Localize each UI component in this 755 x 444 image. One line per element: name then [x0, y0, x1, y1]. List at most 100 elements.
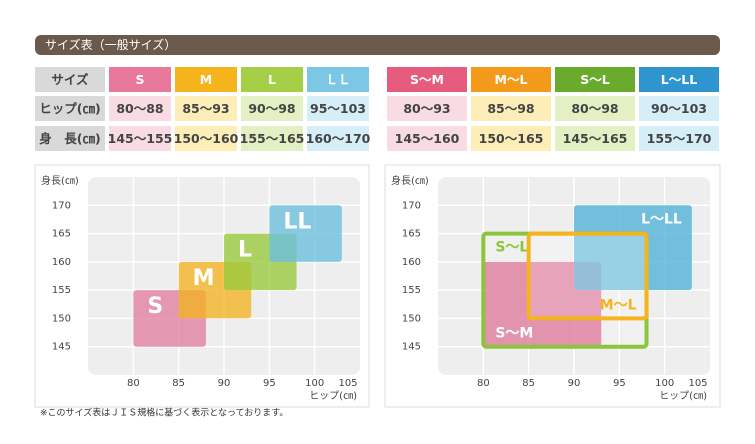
table-cell [387, 96, 467, 121]
range-label: M [193, 266, 215, 291]
range-label: LL [283, 209, 311, 234]
cell-text: 80～88 [116, 101, 163, 116]
table-cell [387, 67, 467, 92]
cell-text: M [200, 72, 212, 87]
x-tick-label: 105 [688, 378, 707, 389]
table-cell [241, 126, 303, 151]
cell-text: 90～103 [651, 101, 707, 116]
y-tick-label: 155 [402, 285, 421, 296]
y-tick-label: 170 [402, 200, 421, 211]
table-cell [639, 96, 719, 121]
table-cell [387, 126, 467, 151]
x-tick-label: 85 [172, 378, 185, 389]
size-range [526, 231, 649, 321]
x-tick-label: 105 [338, 378, 357, 389]
size-range [269, 205, 342, 262]
header-bar [35, 35, 720, 55]
chart-frame [34, 164, 370, 408]
y-tick-label: 145 [52, 342, 71, 353]
y-tick-label: 160 [402, 257, 421, 268]
y-tick-label: 155 [52, 285, 71, 296]
cell-text: 85～93 [182, 101, 229, 116]
table-cell [307, 126, 369, 151]
x-tick-label: 90 [568, 378, 581, 389]
cell-text: S～M [410, 72, 444, 87]
table-cell [555, 96, 635, 121]
table-cell [109, 67, 171, 92]
cell-text: 145～160 [395, 131, 460, 146]
y-tick-label: 170 [52, 200, 71, 211]
cell-text: ヒップ(㎝) [39, 101, 100, 116]
range-label: L [238, 238, 252, 263]
table-cell [35, 126, 105, 151]
table-cell [35, 96, 105, 121]
y-tick-label: 145 [402, 342, 421, 353]
cell-text: 95～103 [310, 101, 366, 116]
table-cell [471, 126, 551, 151]
x-tick-label: 85 [522, 378, 535, 389]
cell-text: S [135, 72, 144, 87]
cell-text: 160～170 [306, 131, 371, 146]
size-range [483, 261, 602, 347]
x-tick-label: 95 [613, 378, 626, 389]
range-label: M～L [600, 297, 637, 313]
table-cell [639, 67, 719, 92]
x-tick-label: 80 [127, 378, 140, 389]
cell-text: M～L [495, 72, 528, 87]
size-range [574, 205, 692, 291]
cell-text: 150～165 [479, 131, 544, 146]
cell-text: 150～160 [174, 131, 239, 146]
range-label: L～LL [641, 211, 682, 227]
x-tick-label: 95 [263, 378, 276, 389]
y-tick-label: 150 [52, 313, 71, 324]
y-tick-label: 160 [52, 257, 71, 268]
header-title: サイズ表（一般サイズ） [45, 37, 176, 52]
y-axis-label: 身長(㎝) [391, 174, 429, 187]
x-axis-label: ヒップ(㎝) [659, 390, 707, 402]
y-tick-label: 165 [402, 229, 421, 240]
x-tick-label: 80 [477, 378, 490, 389]
cell-text: 155～170 [647, 131, 712, 146]
cell-text: 145～155 [108, 131, 173, 146]
cell-text: ＬＬ [325, 72, 350, 87]
table-cell [35, 67, 105, 92]
cell-text: 80～98 [571, 101, 618, 116]
footnote: ※このサイズ表はＪＩＳ規格に基づく表示となっております。 [40, 407, 288, 419]
cell-text: 90～98 [248, 101, 295, 116]
x-axis-label: ヒップ(㎝) [309, 390, 357, 402]
y-tick-label: 150 [402, 313, 421, 324]
table-cell [175, 96, 237, 121]
y-axis-label: 身長(㎝) [41, 174, 79, 187]
table-cell [307, 96, 369, 121]
table-cell [241, 96, 303, 121]
cell-text: 身 長(㎝) [39, 131, 100, 146]
table-cell [241, 67, 303, 92]
cell-text: 85～98 [487, 101, 534, 116]
x-tick-label: 90 [218, 378, 231, 389]
cell-text: L～LL [661, 72, 697, 87]
table-cell [109, 96, 171, 121]
table-cell [555, 67, 635, 92]
table-cell [471, 67, 551, 92]
y-tick-label: 165 [52, 229, 71, 240]
table-cell [555, 126, 635, 151]
x-tick-label: 100 [655, 378, 674, 389]
range-label: S～L [495, 240, 528, 256]
table-cell [639, 126, 719, 151]
table-cell [175, 126, 237, 151]
cell-text: S～L [580, 72, 610, 87]
cell-text: 155～165 [240, 131, 305, 146]
cell-text: サイズ [51, 72, 89, 87]
range-label: S [147, 294, 163, 319]
table-cell [109, 126, 171, 151]
table-cell [307, 67, 369, 92]
range-label: S～M [495, 326, 533, 342]
x-tick-label: 100 [305, 378, 324, 389]
chart-frame [384, 164, 721, 408]
cell-text: L [268, 72, 276, 87]
table-cell [175, 67, 237, 92]
table-cell [471, 96, 551, 121]
cell-text: 80～93 [403, 101, 450, 116]
cell-text: 145～165 [563, 131, 628, 146]
